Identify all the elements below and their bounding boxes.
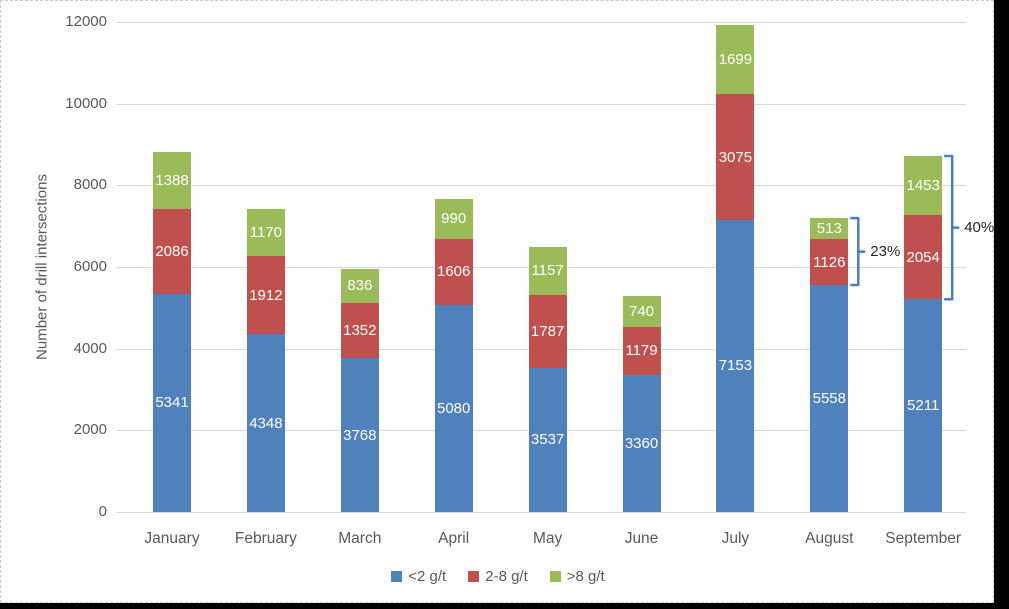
gridline [116,22,966,23]
bar-value-label: 1157 [531,262,564,280]
bar-value-label: 5558 [812,390,846,408]
bar-may-0: 3537 [528,367,567,512]
bar-value-label: 3537 [530,431,565,449]
bar-value-label: 513 [816,220,842,238]
chart-panel: 0 2000 4000 6000 8000 10000 12000 Number of dr… [0,0,994,603]
bar-value-label: 4348 [249,414,283,432]
bar-september-2: 1453 [904,156,943,216]
y-tick-label: 10000 [65,94,107,112]
bar-january-0: 5341 [153,293,191,512]
bar-value-label: 1453 [906,177,940,195]
bar-value-label: 1912 [249,286,283,304]
bar-july-1: 3075 [716,94,755,220]
legend-swatch-icon [549,571,561,582]
bar-february-1: 1912 [246,256,285,335]
bar-value-label: 2086 [155,242,189,260]
legend-swatch-icon [391,571,403,582]
bar-value-label: 990 [441,210,467,228]
bar-value-label: 3768 [343,426,377,444]
bar-value-label: 2054 [906,248,940,266]
bar-value-label: 1170 [249,223,283,241]
annotation-label-23%: 23% [870,242,901,260]
bar-value-label: 5211 [907,397,940,415]
bar-march-0: 3768 [340,358,379,512]
bar-march-1: 1352 [340,302,379,359]
gridline [116,512,966,513]
x-tick-label-february: February [234,530,297,547]
y-tick-label: 8000 [73,176,107,194]
bar-april-0: 5080 [434,304,473,512]
y-tick-label: 4000 [73,339,107,357]
bracket-40% [943,154,960,301]
y-tick-label: 0 [98,503,107,520]
bar-value-label: 5341 [155,394,189,412]
bracket-23% [850,216,866,287]
bar-august-2: 513 [810,218,849,240]
bar-august-0: 5558 [810,285,849,512]
x-tick-label-april: April [438,530,470,547]
bar-january-1: 2086 [153,208,191,294]
x-tick-label-march: March [338,530,382,547]
bar-may-2: 1157 [528,247,567,295]
legend-label: <2 g/t [408,568,447,585]
bar-february-0: 4348 [246,334,285,512]
bar-value-label: 1179 [625,342,658,360]
bar-value-label: 5080 [437,399,471,417]
bar-august-1: 1126 [810,239,849,286]
x-tick-label-june: June [624,530,659,547]
bar-june-0: 3360 [622,374,661,512]
bar-value-label: 740 [628,303,655,321]
legend: <2 g/t 2-8 g/t >8 g/t [1,568,995,585]
legend-item-1: 2-8 g/t [468,568,528,585]
x-tick-label-may: May [532,530,563,547]
x-tick-label-january: January [144,530,200,547]
bar-value-label: 836 [347,277,373,295]
legend-label: >8 g/t [566,568,605,585]
bar-january-2: 1388 [153,152,191,209]
bar-july-2: 1699 [716,24,755,95]
y-tick-label: 2000 [73,421,107,439]
gridline [116,103,966,105]
x-tick-label-july: July [721,530,750,547]
bar-value-label: 7153 [718,357,753,375]
bar-value-label: 3075 [718,148,753,166]
bar-july-0: 7153 [716,219,755,512]
bar-value-label: 3360 [624,434,659,452]
legend-item-0: <2 g/t [391,568,446,585]
bar-value-label: 1699 [718,51,753,69]
bar-september-1: 2054 [904,215,943,300]
bar-march-2: 836 [340,268,379,303]
bar-value-label: 1787 [530,322,565,340]
legend-label: 2-8 g/t [485,568,528,585]
bar-september-0: 5211 [904,299,943,512]
bar-value-label: 1388 [155,171,189,189]
y-tick-label: 12000 [65,13,107,30]
legend-swatch-icon [468,571,480,582]
bar-value-label: 1606 [437,263,471,281]
bar-value-label: 1126 [813,253,846,271]
x-tick-label-september: September [885,530,962,547]
bar-april-1: 1606 [434,238,473,305]
bar-april-2: 990 [434,198,473,239]
legend-item-2: >8 g/t [549,568,605,585]
gridline [116,185,966,187]
bar-june-2: 740 [622,296,661,327]
x-tick-label-august: August [805,530,854,547]
y-tick-label: 6000 [73,258,107,275]
annotation-label-40%: 40% [964,218,995,236]
bar-june-1: 1179 [622,326,661,375]
annotation-brackets [850,154,960,301]
bar-may-1: 1787 [528,294,567,368]
bar-value-label: 1352 [343,322,377,340]
bar-february-2: 1170 [246,208,285,257]
